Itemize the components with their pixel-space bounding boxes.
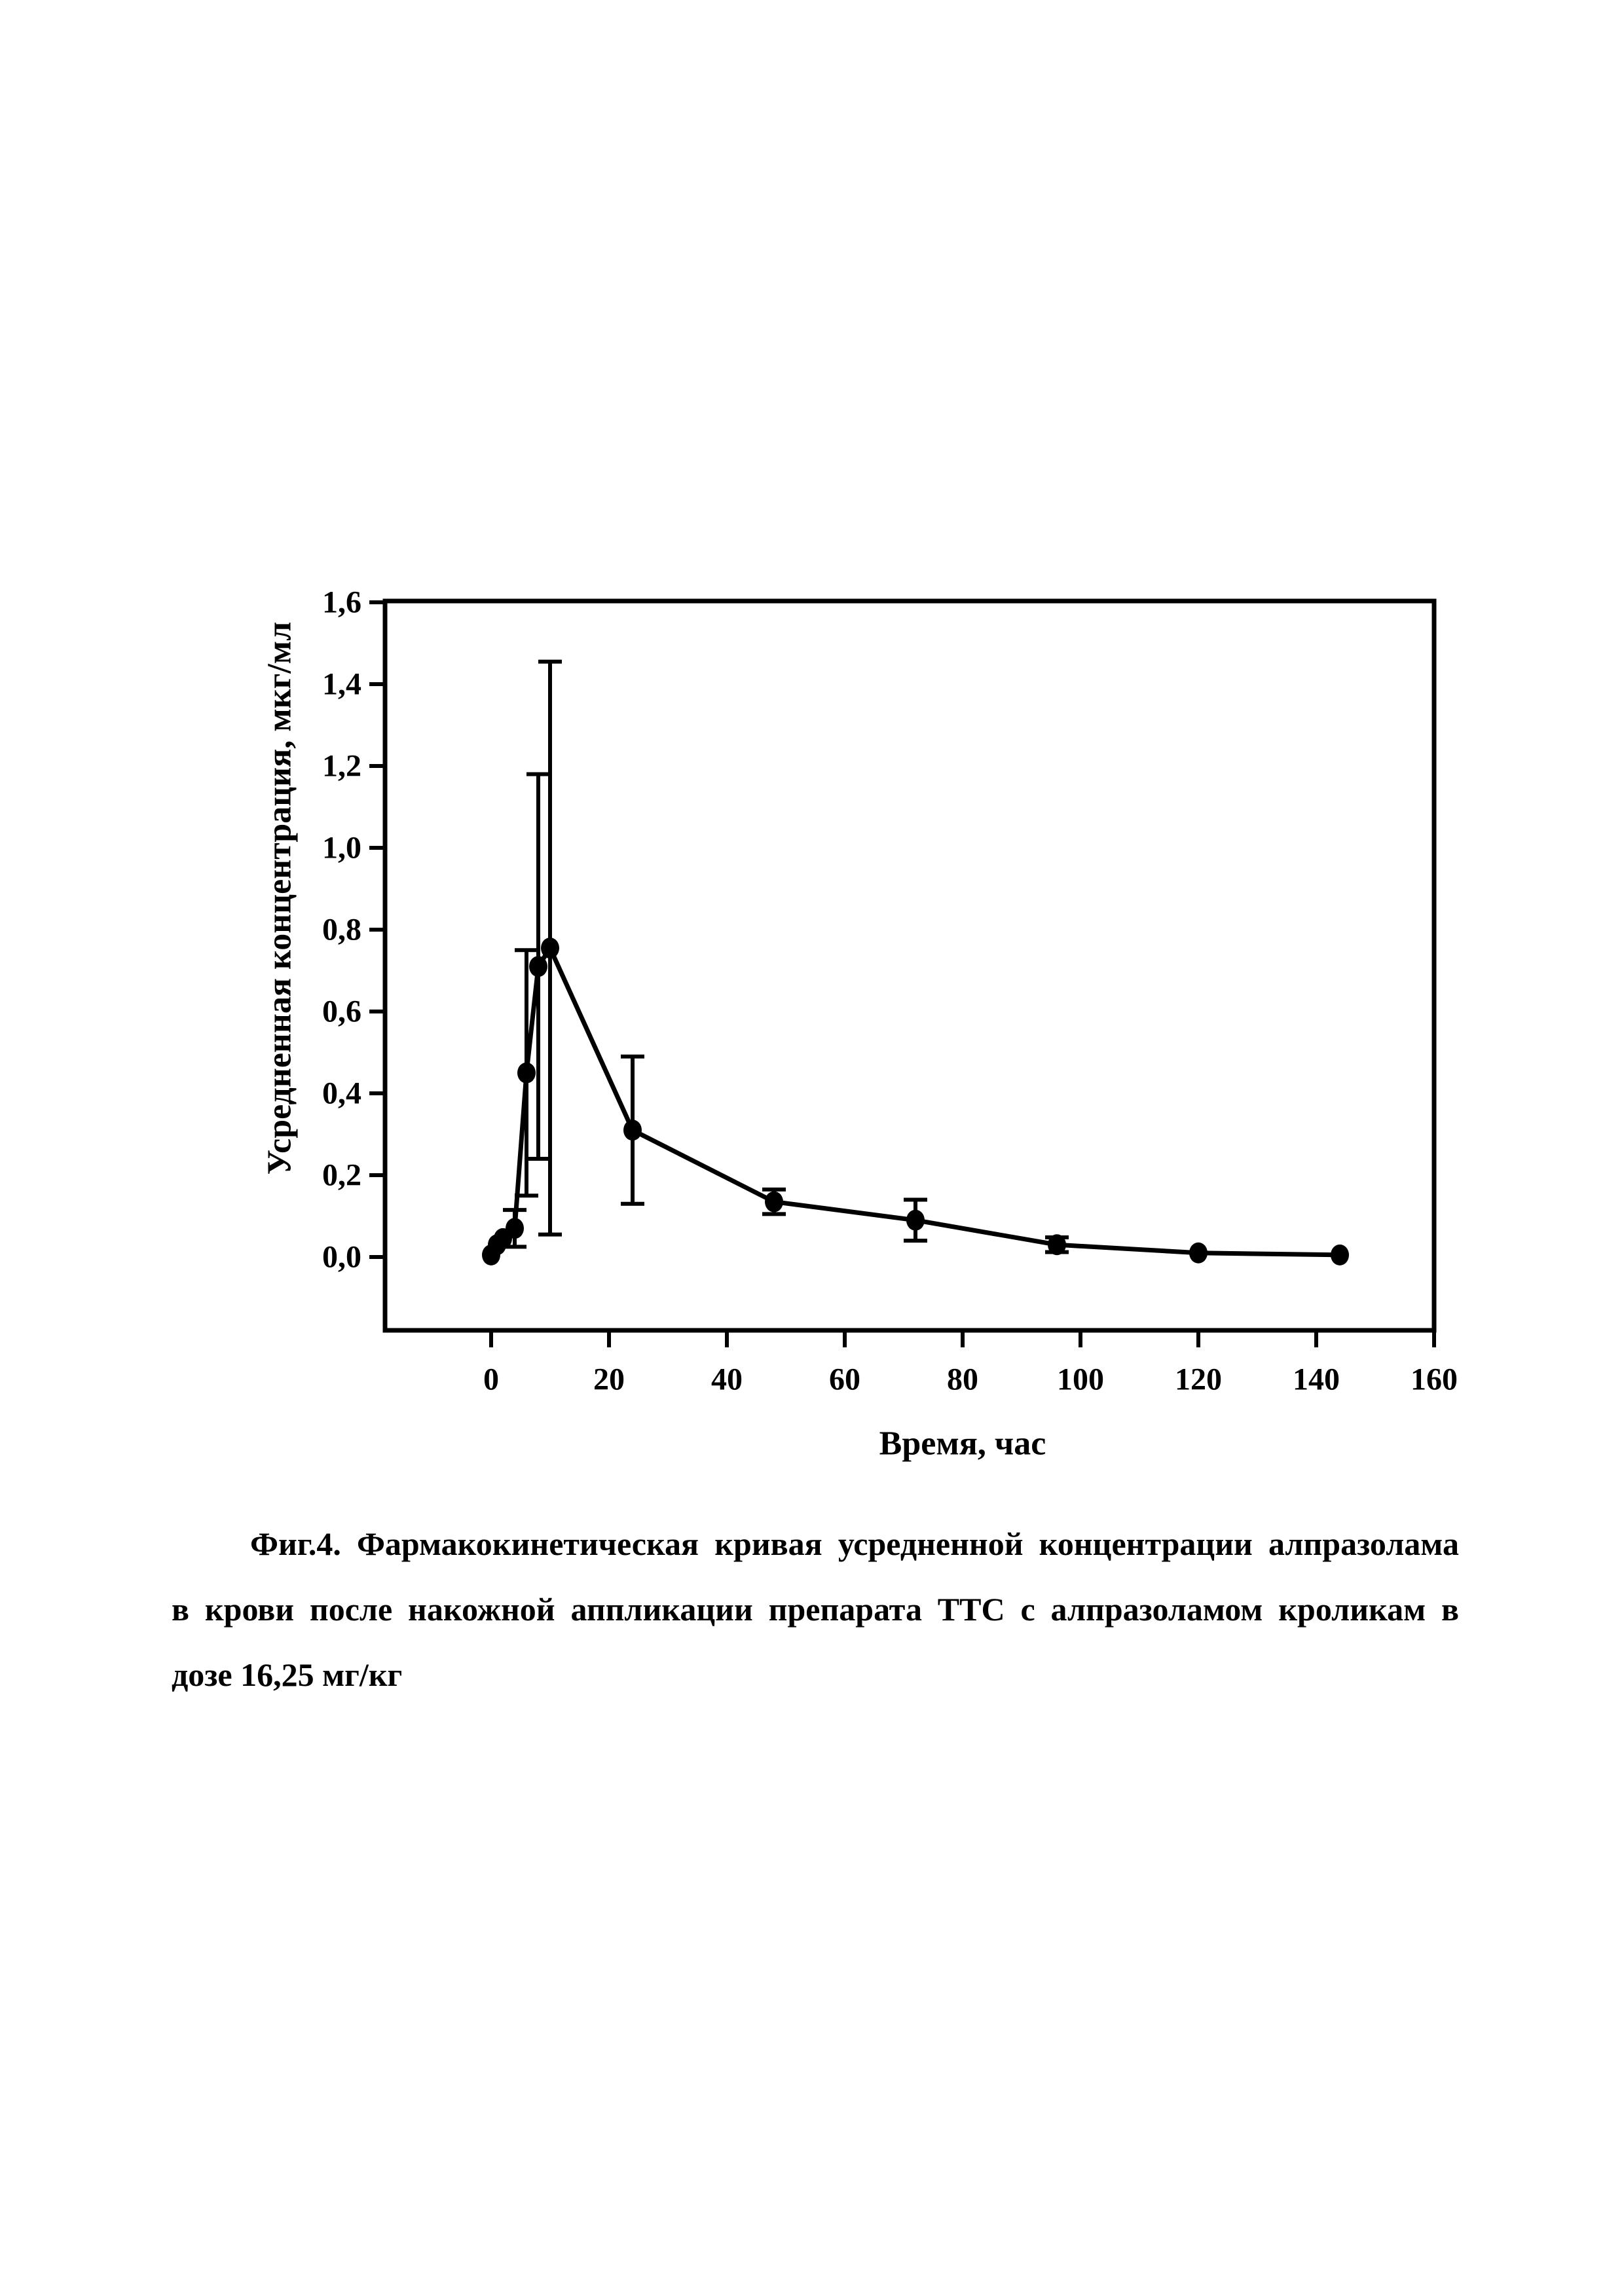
svg-text:1,0: 1,0: [322, 831, 361, 866]
svg-text:120: 120: [1175, 1362, 1222, 1397]
svg-text:80: 80: [947, 1362, 978, 1397]
svg-text:0: 0: [483, 1362, 499, 1397]
svg-text:140: 140: [1293, 1362, 1340, 1397]
svg-text:0,8: 0,8: [322, 913, 361, 947]
svg-text:1,6: 1,6: [322, 585, 361, 620]
figure-caption-line-3: дозе 16,25 мг/кг: [172, 1656, 403, 1693]
svg-text:160: 160: [1411, 1362, 1458, 1397]
svg-text:0,4: 0,4: [322, 1076, 361, 1111]
svg-text:40: 40: [711, 1362, 743, 1397]
svg-text:0,2: 0,2: [322, 1158, 361, 1193]
figure-caption: Фиг.4. Фармакокинетическая кривая усредн…: [172, 1511, 1459, 1707]
svg-text:0,0: 0,0: [322, 1240, 361, 1275]
svg-text:1,2: 1,2: [322, 749, 361, 784]
svg-text:0,6: 0,6: [322, 994, 361, 1029]
svg-text:1,4: 1,4: [322, 667, 361, 702]
y-axis-ticks: 0,0 0,2 0,4 0,6 0,8 1,0 1,2 1,4 1,6: [322, 585, 385, 1275]
series-markers: [482, 938, 1349, 1266]
x-axis-title: Время, час: [879, 1425, 1046, 1463]
figure-caption-line-2: в крови после накожной аппликации препар…: [172, 1591, 1459, 1628]
figure-caption-line-1: Фиг.4. Фармакокинетическая кривая усредн…: [250, 1525, 1459, 1562]
svg-text:60: 60: [829, 1362, 860, 1397]
y-axis-title: Усредненная концентрация, мкг/мл: [261, 622, 299, 1175]
error-bars: [503, 659, 1069, 1254]
svg-text:100: 100: [1057, 1362, 1104, 1397]
plot-box: [382, 598, 1437, 1333]
svg-text:20: 20: [593, 1362, 625, 1397]
x-axis-ticks: 0 20 40 60 80 100 120 140 160: [483, 1330, 1458, 1397]
